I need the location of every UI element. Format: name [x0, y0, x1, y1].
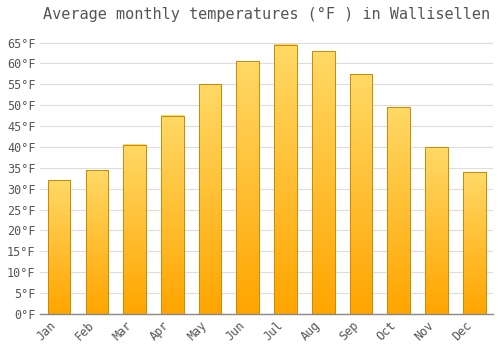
Bar	[312, 51, 334, 314]
Bar	[350, 74, 372, 314]
Bar	[161, 116, 184, 314]
Bar	[463, 172, 485, 314]
Bar	[124, 145, 146, 314]
Bar	[274, 45, 297, 314]
Bar	[48, 180, 70, 314]
Bar	[388, 107, 410, 314]
Bar	[86, 170, 108, 314]
Bar	[425, 147, 448, 314]
Bar	[236, 61, 259, 314]
Title: Average monthly temperatures (°F ) in Wallisellen: Average monthly temperatures (°F ) in Wa…	[43, 7, 490, 22]
Bar	[199, 84, 222, 314]
